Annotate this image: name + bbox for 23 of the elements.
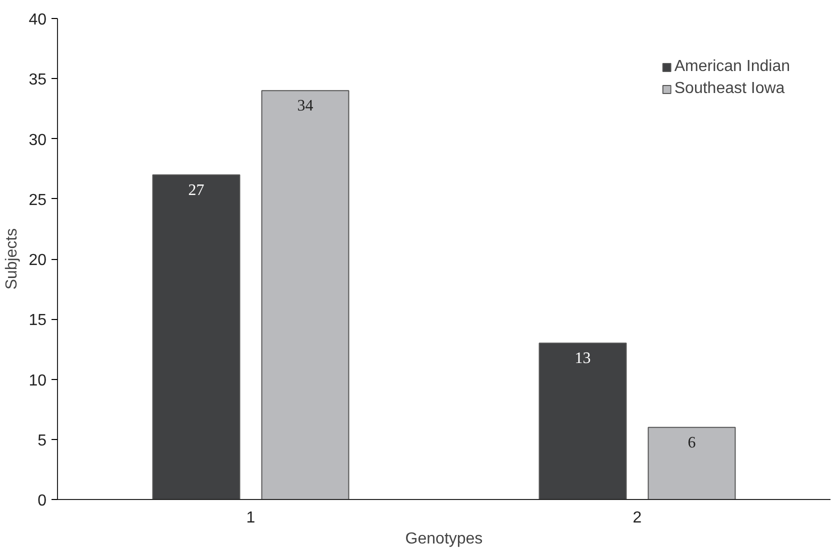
data-label: 6	[688, 434, 696, 452]
bar	[152, 174, 240, 500]
x-tick-label: 1	[246, 510, 256, 526]
y-axis-title: Subjects	[4, 228, 21, 290]
data-label: 27	[188, 182, 204, 199]
bar	[538, 342, 627, 500]
legend-label: American Indian	[674, 58, 790, 76]
data-label: 34	[297, 98, 314, 115]
y-tick-label: 5	[38, 432, 47, 450]
x-tick-label: 2	[632, 510, 642, 526]
legend-label: Southeast Iowa	[674, 80, 785, 98]
y-tick-label: 10	[28, 372, 47, 390]
y-tick-label: 20	[28, 252, 47, 269]
y-tick-label: 35	[28, 72, 47, 89]
bar	[261, 90, 350, 500]
x-axis-title: Genotypes	[405, 530, 483, 548]
data-label: 13	[574, 350, 591, 368]
y-tick-label: 15	[28, 312, 47, 330]
y-tick-label: 40	[28, 12, 47, 28]
y-tick-label: 0	[38, 492, 47, 510]
y-tick-label: 25	[28, 192, 47, 209]
y-tick-label: 30	[28, 132, 47, 149]
bar	[648, 426, 736, 500]
